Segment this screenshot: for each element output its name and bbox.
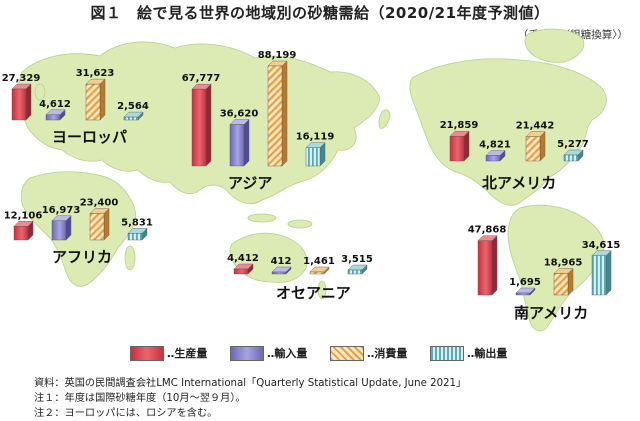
bar-south-america-export [591,250,612,296]
legend-label-production: ‥生産量 [167,347,208,360]
bar-oceania-import [271,266,292,275]
legend: ‥生産量 ‥輸入量 ‥消費量 ‥輸出量 [130,343,530,363]
bar-asia-consumption [267,60,288,167]
bar-africa-consumption [89,207,110,241]
legend-item-consumption: ‥消費量 [330,343,407,363]
value-label-asia-consumption: 88,199 [258,50,297,61]
bar-north-america-import [485,150,506,162]
bar-oceania-export [347,264,368,275]
legend-item-import: ‥輸入量 [230,343,307,363]
region-label-africa: アフリカ [52,248,112,266]
bar-asia-export [305,142,326,167]
bar-north-america-export [563,149,584,162]
bar-africa-export [127,227,148,241]
legend-swatch-production [130,345,164,361]
legend-item-production: ‥生産量 [130,343,207,363]
bar-europe-production [11,83,32,121]
land-uk [34,83,46,101]
region-label-europe: ヨーロッパ [52,128,127,146]
bar-europe-consumption [85,78,106,121]
value-label-north-america-production: 21,859 [440,120,479,131]
note-1: 注１：年度は国際砂糖年度（10月～翌９月）。 [34,393,246,404]
region-label-asia: アジア [228,174,272,192]
value-label-oceania-production: 4,412 [227,253,259,264]
value-label-asia-import: 36,620 [220,108,259,119]
value-label-asia-export: 16,119 [296,132,335,143]
value-label-south-america-production: 47,868 [468,225,507,236]
value-label-south-america-import: 1,695 [509,277,541,288]
bar-africa-import [51,215,72,241]
value-label-oceania-export: 3,515 [341,254,373,265]
land-africa [20,171,136,287]
bar-europe-import [45,109,66,121]
bar-north-america-consumption [525,131,546,162]
region-label-south-america: 南アメリカ [514,304,588,322]
value-label-south-america-consumption: 18,965 [544,257,583,268]
land-new-zealand [317,280,327,300]
bar-oceania-consumption [309,266,330,275]
value-label-europe-export: 2,564 [117,101,149,112]
bar-layer [11,60,612,296]
land-north-america [409,58,607,206]
land-island-newguinea [287,219,313,229]
bar-europe-export [123,111,144,121]
land-madagascar [124,245,136,271]
legend-label-consumption: ‥消費量 [367,347,408,360]
bar-north-america-production [449,130,470,162]
value-label-africa-import: 16,973 [42,205,81,216]
bar-south-america-import [515,287,536,296]
bar-south-america-production [477,235,498,296]
region-label-north-america: 北アメリカ [482,174,556,192]
land-island-indonesia [247,213,277,223]
legend-swatch-consumption [330,345,364,361]
land-south-america [507,204,605,332]
value-label-europe-consumption: 31,623 [76,68,115,79]
value-label-north-america-export: 5,277 [557,139,589,150]
value-label-asia-production: 67,777 [182,73,221,84]
value-label-europe-import: 4,612 [39,99,71,110]
legend-swatch-import [230,345,264,361]
bar-south-america-consumption [553,268,574,296]
chart-title: 図１ 絵で見る世界の地域別の砂糖需給（2020/21年度予測値） [90,4,550,22]
land-greenland [524,28,585,63]
bar-asia-production [191,83,212,167]
legend-item-export: ‥輸出量 [430,343,507,363]
bar-africa-production [13,220,34,241]
region-label-oceania: オセアニア [276,284,351,302]
land-japan [378,109,391,129]
legend-label-import: ‥輸入量 [267,347,308,360]
value-label-africa-production: 12,106 [4,210,43,221]
value-label-oceania-import: 412 [271,256,292,267]
source-notes: 資料：英国の民間調査会社LMC International「Quarterly … [34,376,466,421]
value-label-africa-export: 5,831 [121,217,153,228]
legend-swatch-export [430,345,464,361]
value-label-layer: 27,329 4,612 31,623 2,564 12,10616,97323,400… [2,50,621,288]
value-label-africa-consumption: 23,400 [80,197,119,208]
bar-oceania-production [233,263,254,275]
value-label-oceania-consumption: 1,461 [303,256,335,267]
bar-asia-import [229,118,250,167]
value-label-europe-production: 27,329 [2,73,41,84]
value-label-south-america-export: 34,615 [582,240,621,251]
legend-label-export: ‥輸出量 [467,347,508,360]
world-map-chart: 27,329 4,612 31,623 2,564 12,10616,97323,400… [2,28,621,332]
value-label-north-america-import: 4,821 [479,140,511,151]
value-label-north-america-consumption: 21,442 [516,121,555,132]
note-2: 注２：ヨーロッパには、ロシアを含む。 [34,408,218,419]
note-source: 資料：英国の民間調査会社LMC International「Quarterly … [34,378,467,389]
